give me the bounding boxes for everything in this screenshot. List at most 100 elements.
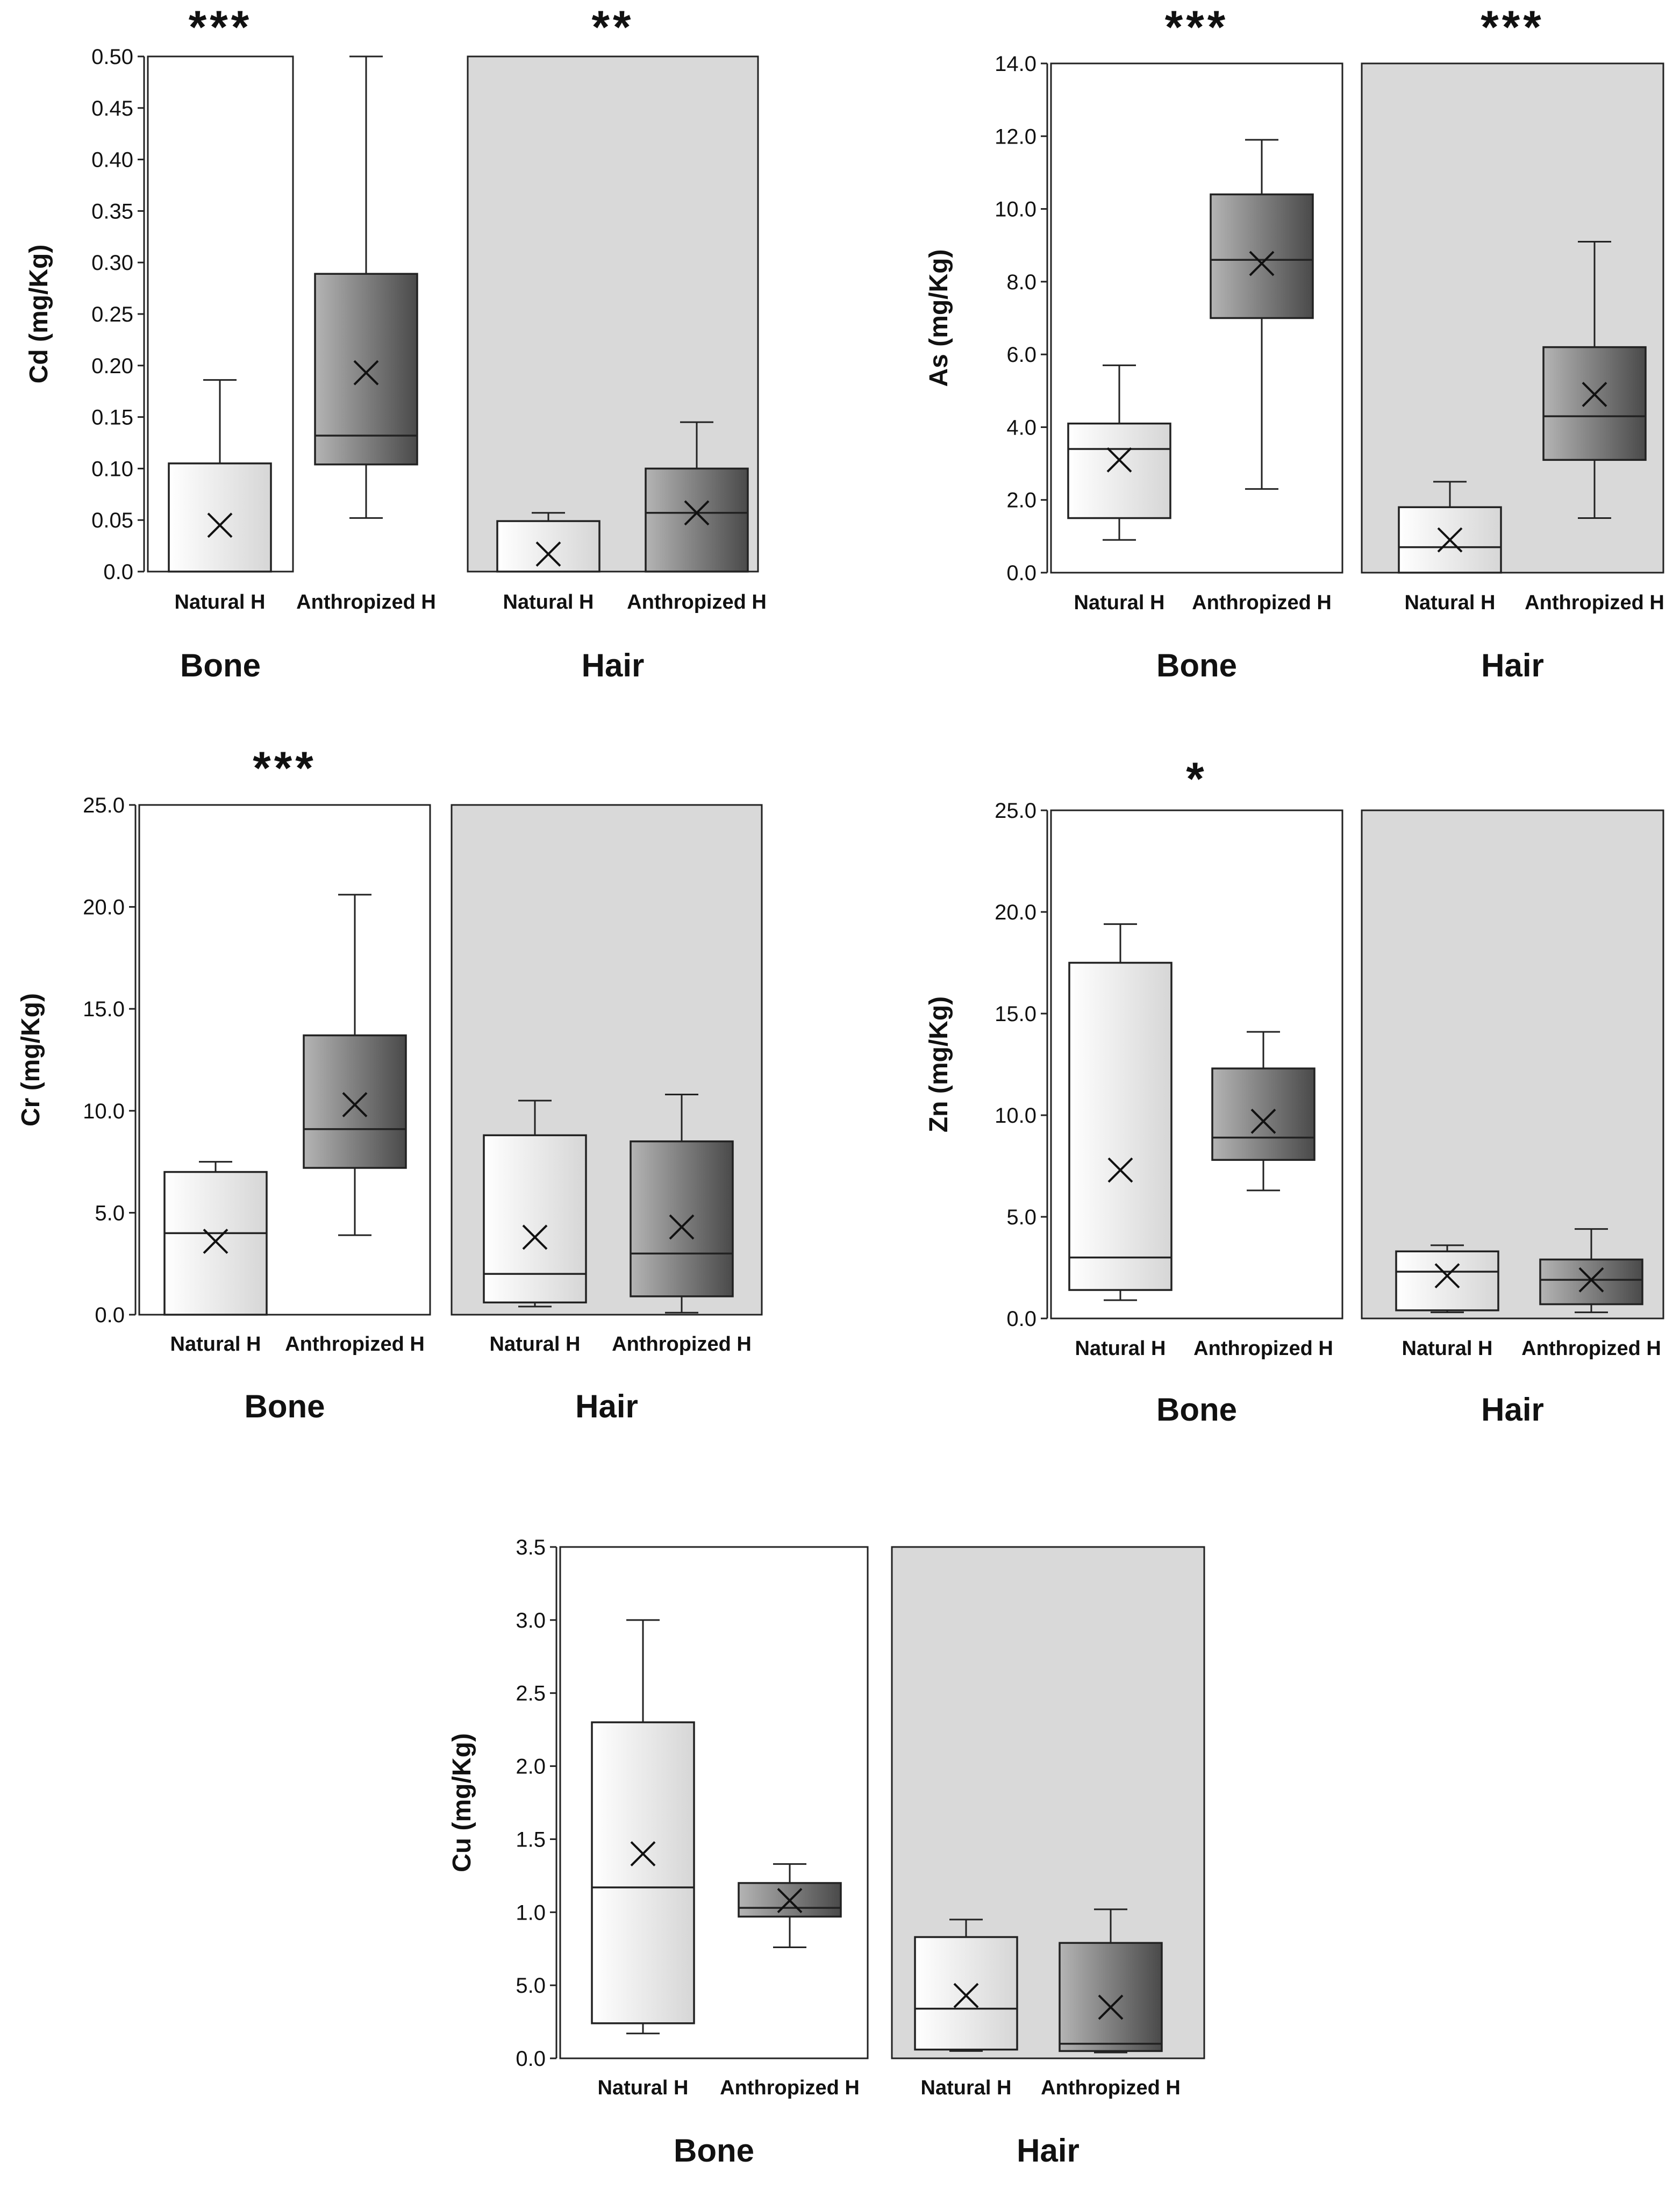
cr-y-tick-label: 10.0 [83,1100,125,1123]
as-hair-anthropized-box [1542,346,1647,461]
cu-bone-natural-box-group: Natural H [591,1619,695,2099]
cd-bone-natural-box-group: Natural H [168,379,272,614]
as-hair-anthropized-category-label: Anthropized H [1525,591,1664,614]
zn-bone-natural-mean-marker [1107,1157,1133,1183]
cd-hair-anthropized-category-label: Anthropized H [627,591,767,614]
as-hair-natural-mean-marker [1437,527,1463,553]
as-y-tick-label: 2.0 [1006,489,1036,512]
cr-hair-natural-box-group: Natural H [483,1100,587,1356]
cu-hair-natural-box [914,1936,1018,2051]
charts-root: 0.0 0.05 0.10 0.15 0.20 0.25 0.30 0.35 0.40 0.45 0… [17,2,1664,2169]
cr-y-tick-label: 25.0 [83,794,125,817]
cr-bone-anthropized-category-label: Anthropized H [285,1333,425,1356]
cr-hair-natural-category-label: Natural H [490,1333,581,1356]
cd-y-tick-label: 0.35 [91,199,133,223]
cd-bone-significance: *** [189,2,252,53]
as-hair-significance: *** [1481,2,1544,53]
cd-hair-natural-box [496,520,600,573]
zn-hair-natural-category-label: Natural H [1402,1337,1493,1360]
zn-hair-anthropized-category-label: Anthropized H [1521,1337,1661,1360]
cd-hair-anthropized-mean-marker [684,500,710,526]
cr-hair-natural-box [483,1134,587,1303]
zn-hair-natural-mean-marker [1434,1263,1460,1289]
cr-hair-natural-mean-marker [522,1224,548,1250]
as-hair-anthropized-box-group: Anthropized H [1525,240,1664,614]
cu-bone-natural-category-label: Natural H [598,2077,689,2099]
as-hair-natural-box-group: Natural H [1398,481,1502,614]
as-y-tick-label: 10.0 [995,198,1036,222]
zn-bone-anthropized-mean-marker [1250,1108,1276,1134]
zn-hair-anthropized-box [1539,1258,1643,1306]
zn-y-tick-label: 15.0 [995,1002,1036,1026]
cd-bone-anthropized-box-group: Anthropized H [296,55,436,614]
cr-chart: 0.0 5.0 10.0 15.0 20.0 25.0 Cr (mg/Kg) *** Bone N… [17,743,763,1424]
as-bone-tissue-label: Bone [1156,647,1237,683]
cu-hair-anthropized-box-group: Anthropized H [1041,1908,1181,2099]
as-bone-significance: *** [1165,2,1228,53]
zn-bone-anthropized-box [1211,1067,1316,1161]
as-y-tick-label: 0.0 [1006,561,1036,585]
cu-bone-anthropized-category-label: Anthropized H [720,2077,860,2099]
cd-chart: 0.0 0.05 0.10 0.15 0.20 0.25 0.30 0.35 0.40 0.45 0… [25,2,767,683]
cd-bone-natural-box [168,462,272,573]
zn-bone-anthropized-box-group: Anthropized H [1193,1031,1333,1360]
zn-y-axis-label: Zn (mg/Kg) [925,996,953,1132]
cu-y-tick-label: 5.0 [516,1974,546,1998]
as-chart: 0.0 2.0 4.0 6.0 8.0 10.0 12.0 14.0 As (mg/Kg) ***… [925,2,1664,683]
cr-hair-anthropized-category-label: Anthropized H [612,1333,752,1356]
cr-bone-natural-box [163,1171,268,1316]
zn-y-tick-label: 25.0 [995,799,1036,823]
cd-hair-natural-mean-marker [535,541,561,567]
cr-y-tick-label: 15.0 [83,997,125,1021]
cd-hair-natural-category-label: Natural H [503,591,594,614]
zn-chart: 0.0 5.0 10.0 15.0 20.0 25.0 Zn (mg/Kg) * Bone Nat… [925,753,1664,1428]
cu-bone-natural-mean-marker [630,1841,656,1867]
as-hair-tissue-label: Hair [1481,647,1544,683]
cd-y-tick-label: 0.45 [91,97,133,120]
cr-bone-natural-mean-marker [203,1229,228,1254]
cr-hair-anthropized-mean-marker [669,1214,695,1240]
cr-hair-anthropized-box [630,1140,734,1297]
cd-hair-anthropized-box-group: Anthropized H [627,421,767,614]
cd-y-tick-label: 0.40 [91,148,133,172]
as-hair-natural-category-label: Natural H [1405,591,1496,614]
zn-bone-natural-category-label: Natural H [1075,1337,1166,1360]
as-y-tick-label: 4.0 [1006,416,1036,439]
cu-bone-natural-box [591,1721,695,2024]
cd-y-tick-label: 0.05 [91,509,133,532]
cr-hair-anthropized-box-group: Anthropized H [612,1093,752,1356]
cd-y-tick-label: 0.10 [91,457,133,481]
as-hair-anthropized-mean-marker [1582,382,1607,407]
as-bone-anthropized-box [1210,193,1314,319]
as-bone-anthropized-box-group: Anthropized H [1192,139,1332,614]
cu-hair-anthropized-mean-marker [1098,1994,1124,2020]
cd-y-tick-label: 0.20 [91,354,133,378]
cd-y-tick-label: 0.0 [103,560,133,584]
as-bone-anthropized-category-label: Anthropized H [1192,591,1332,614]
as-hair-panel [1361,62,1664,574]
cu-hair-natural-category-label: Natural H [921,2077,1012,2099]
cd-y-tick-label: 0.30 [91,251,133,275]
as-bone-anthropized-mean-marker [1249,251,1275,276]
cd-bone-tissue-label: Bone [180,647,261,683]
cd-y-tick-label: 0.25 [91,303,133,326]
cu-chart: 0.0 5.0 1.0 1.5 2.0 2.5 3.0 3.5 Cu (mg/Kg) Bone Na… [448,1536,1205,2169]
cd-y-axis-label: Cd (mg/Kg) [25,245,53,384]
cu-y-tick-label: 2.0 [516,1755,546,1779]
zn-hair-tissue-label: Hair [1481,1392,1544,1428]
cu-hair-anthropized-box [1059,1942,1163,2052]
cu-y-tick-label: 1.5 [516,1828,546,1851]
cr-bone-anthropized-box [303,1034,407,1169]
zn-hair-anthropized-box-group: Anthropized H [1521,1228,1661,1360]
cu-hair-natural-box-group: Natural H [914,1919,1018,2099]
cr-y-axis-label: Cr (mg/Kg) [17,993,45,1126]
cu-y-tick-label: 2.5 [516,1682,546,1706]
cr-bone-natural-category-label: Natural H [170,1333,261,1356]
cu-hair-tissue-label: Hair [1017,2133,1080,2169]
zn-hair-natural-box-group: Natural H [1395,1244,1499,1360]
cr-y-tick-label: 0.0 [95,1303,125,1327]
as-y-axis-label: As (mg/Kg) [925,249,953,387]
cd-bone-natural-category-label: Natural H [175,591,266,614]
cu-y-axis-label: Cu (mg/Kg) [448,1733,476,1872]
cu-bone-anthropized-mean-marker [777,1888,803,1913]
